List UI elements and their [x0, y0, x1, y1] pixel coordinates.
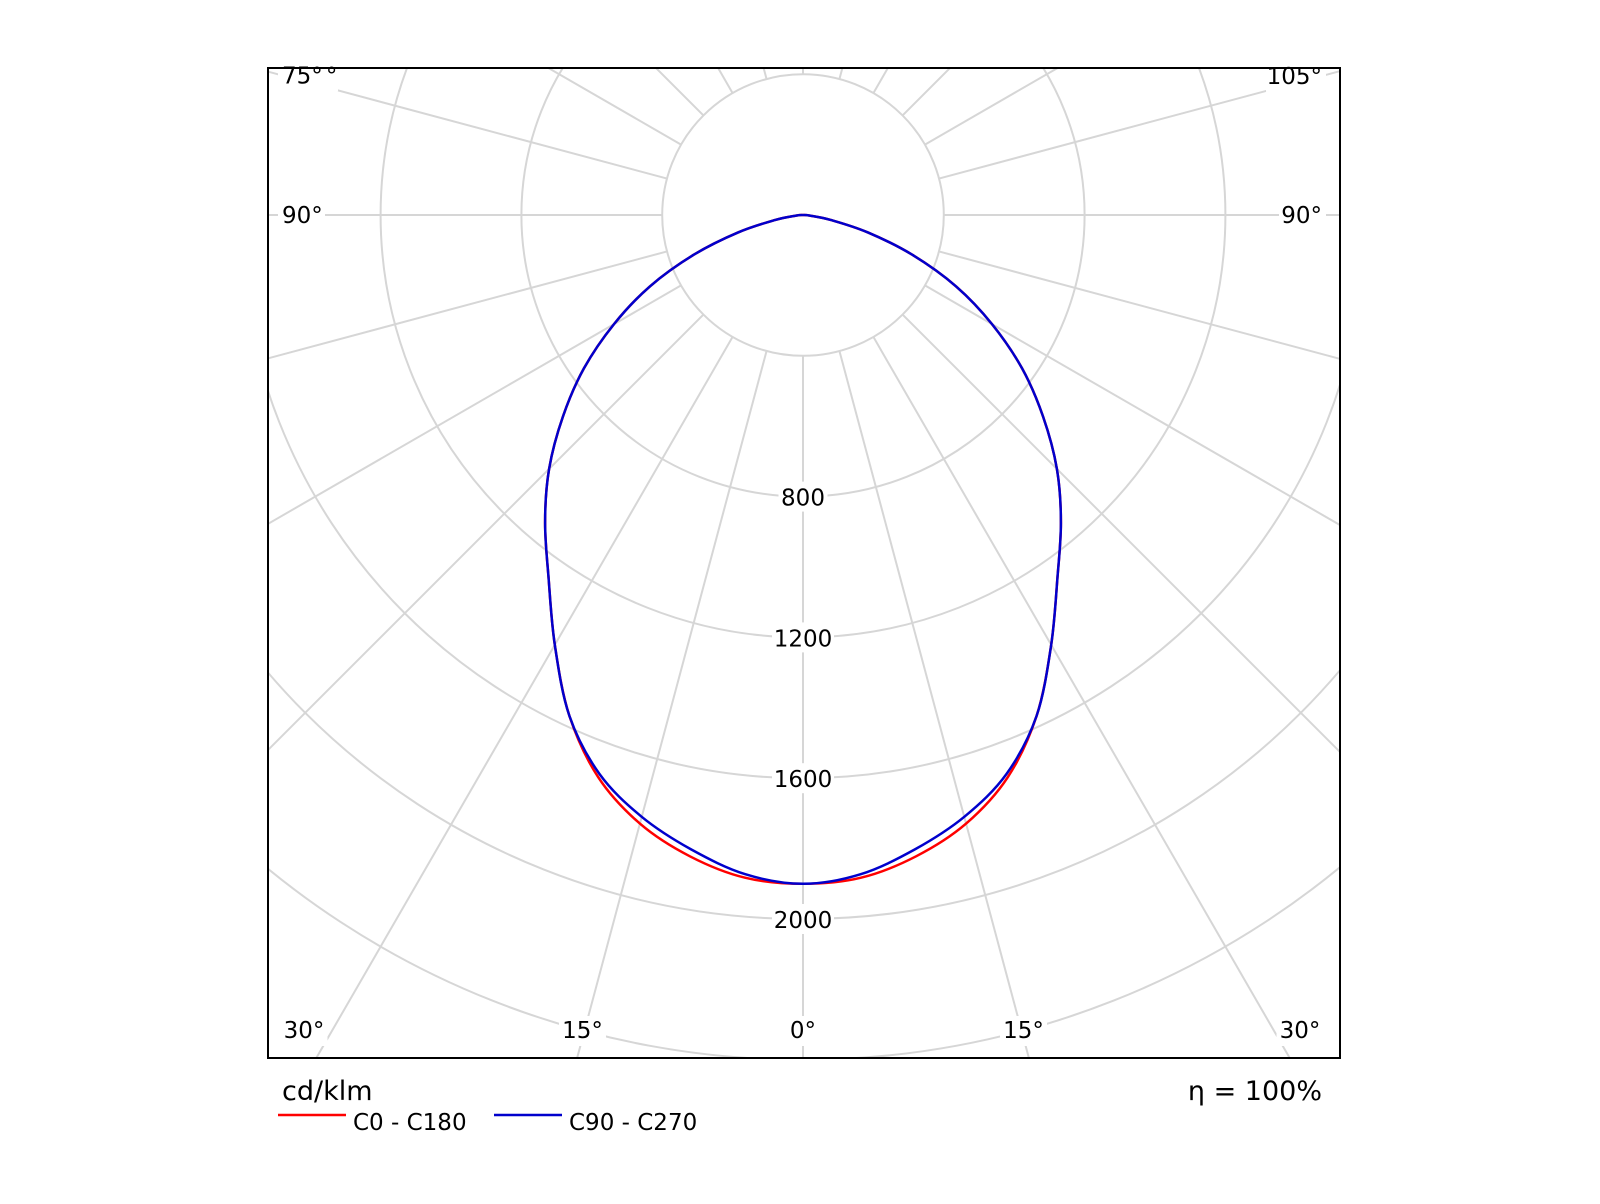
- legend: C0 - C180 C90 - C270: [278, 1110, 697, 1136]
- grid-spoke-45: [901, 313, 1340, 754]
- grid-spoke-105: [938, 70, 1340, 180]
- curve-c90-c270: [543, 213, 1063, 886]
- radial-tick-label: 800: [781, 486, 825, 512]
- grid-spoke-345: [576, 350, 768, 1058]
- radial-tick-label: 1200: [774, 626, 833, 652]
- plot-frame: [267, 67, 1341, 1059]
- angle-label-bg-9: [1276, 1016, 1324, 1046]
- grid-spoke-120: [924, 68, 1060, 146]
- angle-label-bg-2: [278, 61, 325, 92]
- angle-label: 15°: [1003, 1018, 1044, 1044]
- angle-label-bg-14: [1266, 61, 1326, 92]
- grid-spoke-225: [654, 68, 705, 117]
- radial-tick-labels: 800 1200 1600 2000: [772, 481, 834, 934]
- angle-label: 0°: [790, 1018, 816, 1044]
- grid-spoke-300: [268, 284, 682, 526]
- angle-labels: 105°90°75°60°45°30°15°0°15°30°45°60°75°9…: [278, 61, 1326, 1046]
- grid-spoke-30: [872, 336, 1291, 1058]
- radial-tick-bg-0: [778, 481, 828, 512]
- angle-label: 90°: [282, 203, 323, 229]
- grid-spoke-15: [838, 350, 1030, 1058]
- grid-spoke-255: [268, 70, 668, 180]
- angle-label-bg-7: [786, 1016, 820, 1046]
- grid-spoke-285: [268, 250, 668, 360]
- grid-spoke-210: [716, 68, 734, 94]
- angle-label-bg-1: [278, 201, 325, 231]
- angle-label: 30°: [284, 1018, 325, 1044]
- grid-spoke-150: [872, 68, 890, 94]
- grid-spoke-135: [901, 68, 952, 117]
- grid-spoke-240: [546, 68, 682, 146]
- angle-label: 30°: [1280, 1018, 1321, 1044]
- angle-label: 90°: [1281, 203, 1322, 229]
- grid-spoke-75: [938, 250, 1340, 360]
- radial-tick-bg-2: [772, 763, 834, 794]
- efficiency-label: η = 100%: [1188, 1076, 1322, 1107]
- angle-label-bg-13: [1279, 201, 1326, 231]
- angle-label-bg-5: [280, 1016, 328, 1046]
- legend-label-c0-c180: C0 - C180: [353, 1110, 467, 1136]
- angle-label: 15°: [562, 1018, 603, 1044]
- grid-spoke-315: [268, 313, 705, 752]
- radial-tick-label: 2000: [774, 908, 833, 934]
- grid-ring-2400: [268, 865, 1340, 1058]
- intensity-curves: [543, 213, 1063, 886]
- grid-ring-400: [661, 73, 945, 357]
- angle-label-bg-8: [1000, 1016, 1048, 1046]
- unit-label: cd/klm: [282, 1076, 373, 1107]
- radial-tick-label: 1600: [774, 767, 833, 793]
- grid-spoke-330: [315, 336, 734, 1058]
- radial-tick-bg-3: [772, 904, 834, 934]
- angle-label-bg-6: [558, 1016, 606, 1046]
- radial-tick-bg-1: [772, 622, 834, 653]
- legend-label-c90-c270: C90 - C270: [569, 1110, 697, 1136]
- grid-spoke-60: [924, 284, 1340, 527]
